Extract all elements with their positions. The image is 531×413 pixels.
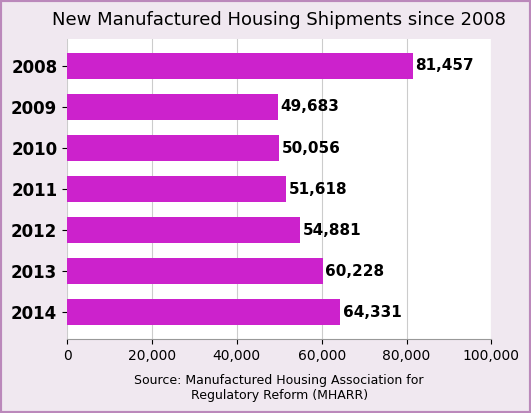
- Bar: [67, 258, 323, 285]
- Bar: [67, 52, 413, 79]
- Bar: [67, 176, 286, 202]
- Text: 54,881: 54,881: [303, 223, 361, 237]
- Text: 81,457: 81,457: [415, 59, 474, 74]
- Text: 60,228: 60,228: [325, 263, 384, 278]
- X-axis label: Source: Manufactured Housing Association for
Regulatory Reform (MHARR): Source: Manufactured Housing Association…: [134, 374, 424, 402]
- Bar: [67, 217, 300, 243]
- Text: 50,056: 50,056: [282, 140, 341, 156]
- Title: New Manufactured Housing Shipments since 2008: New Manufactured Housing Shipments since…: [52, 11, 506, 29]
- Bar: [67, 94, 278, 120]
- Text: 51,618: 51,618: [289, 182, 347, 197]
- Text: 49,683: 49,683: [280, 100, 339, 114]
- Text: 64,331: 64,331: [342, 304, 401, 320]
- Bar: [67, 135, 279, 161]
- Bar: [67, 299, 340, 325]
